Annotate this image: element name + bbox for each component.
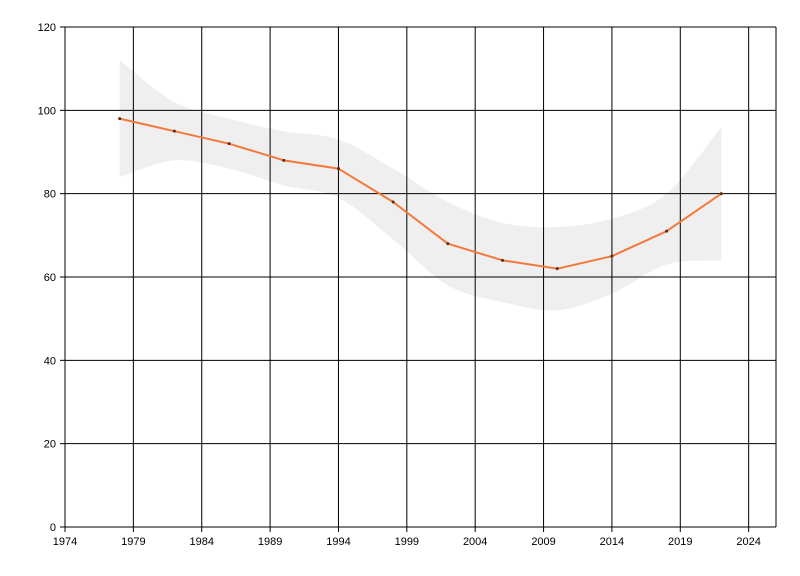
data-point: [555, 267, 559, 271]
x-tick-label: 2009: [531, 536, 555, 548]
data-point: [719, 192, 723, 196]
series-layer: [118, 117, 723, 271]
data-point: [501, 258, 505, 262]
data-point: [610, 254, 614, 258]
data-point: [665, 229, 669, 233]
x-tick-label: 1974: [53, 536, 77, 548]
x-tick-label: 2019: [668, 536, 692, 548]
data-point: [118, 117, 122, 121]
tick-label-layer: 1974 1979 1984 1989 1994 1999 2004 2009 2014 2019…: [38, 22, 761, 548]
data-point: [172, 129, 176, 133]
data-point: [282, 158, 286, 162]
data-point: [391, 200, 395, 204]
confidence-band-layer: [119, 60, 722, 311]
x-tick-label: 1994: [326, 536, 350, 548]
y-tick-label: 80: [44, 189, 56, 201]
x-tick-label: 2004: [463, 536, 487, 548]
series-line: [119, 117, 722, 270]
confidence-band: [119, 60, 722, 311]
y-tick-label: 40: [44, 355, 56, 367]
axis-layer: [60, 26, 776, 532]
y-tick-label: 20: [44, 439, 56, 451]
data-point: [227, 142, 231, 146]
x-tick-label: 1989: [258, 536, 282, 548]
y-tick-label: 0: [50, 522, 56, 534]
x-tick-label: 1999: [395, 536, 419, 548]
y-tick-label: 120: [38, 22, 56, 34]
x-tick-label: 1979: [121, 536, 145, 548]
data-point: [446, 242, 450, 246]
x-tick-label: 2024: [736, 536, 760, 548]
data-point: [336, 167, 340, 171]
y-tick-label: 100: [38, 105, 56, 117]
x-tick-label: 1984: [189, 536, 213, 548]
x-tick-label: 2014: [600, 536, 624, 548]
y-tick-label: 60: [44, 272, 56, 284]
